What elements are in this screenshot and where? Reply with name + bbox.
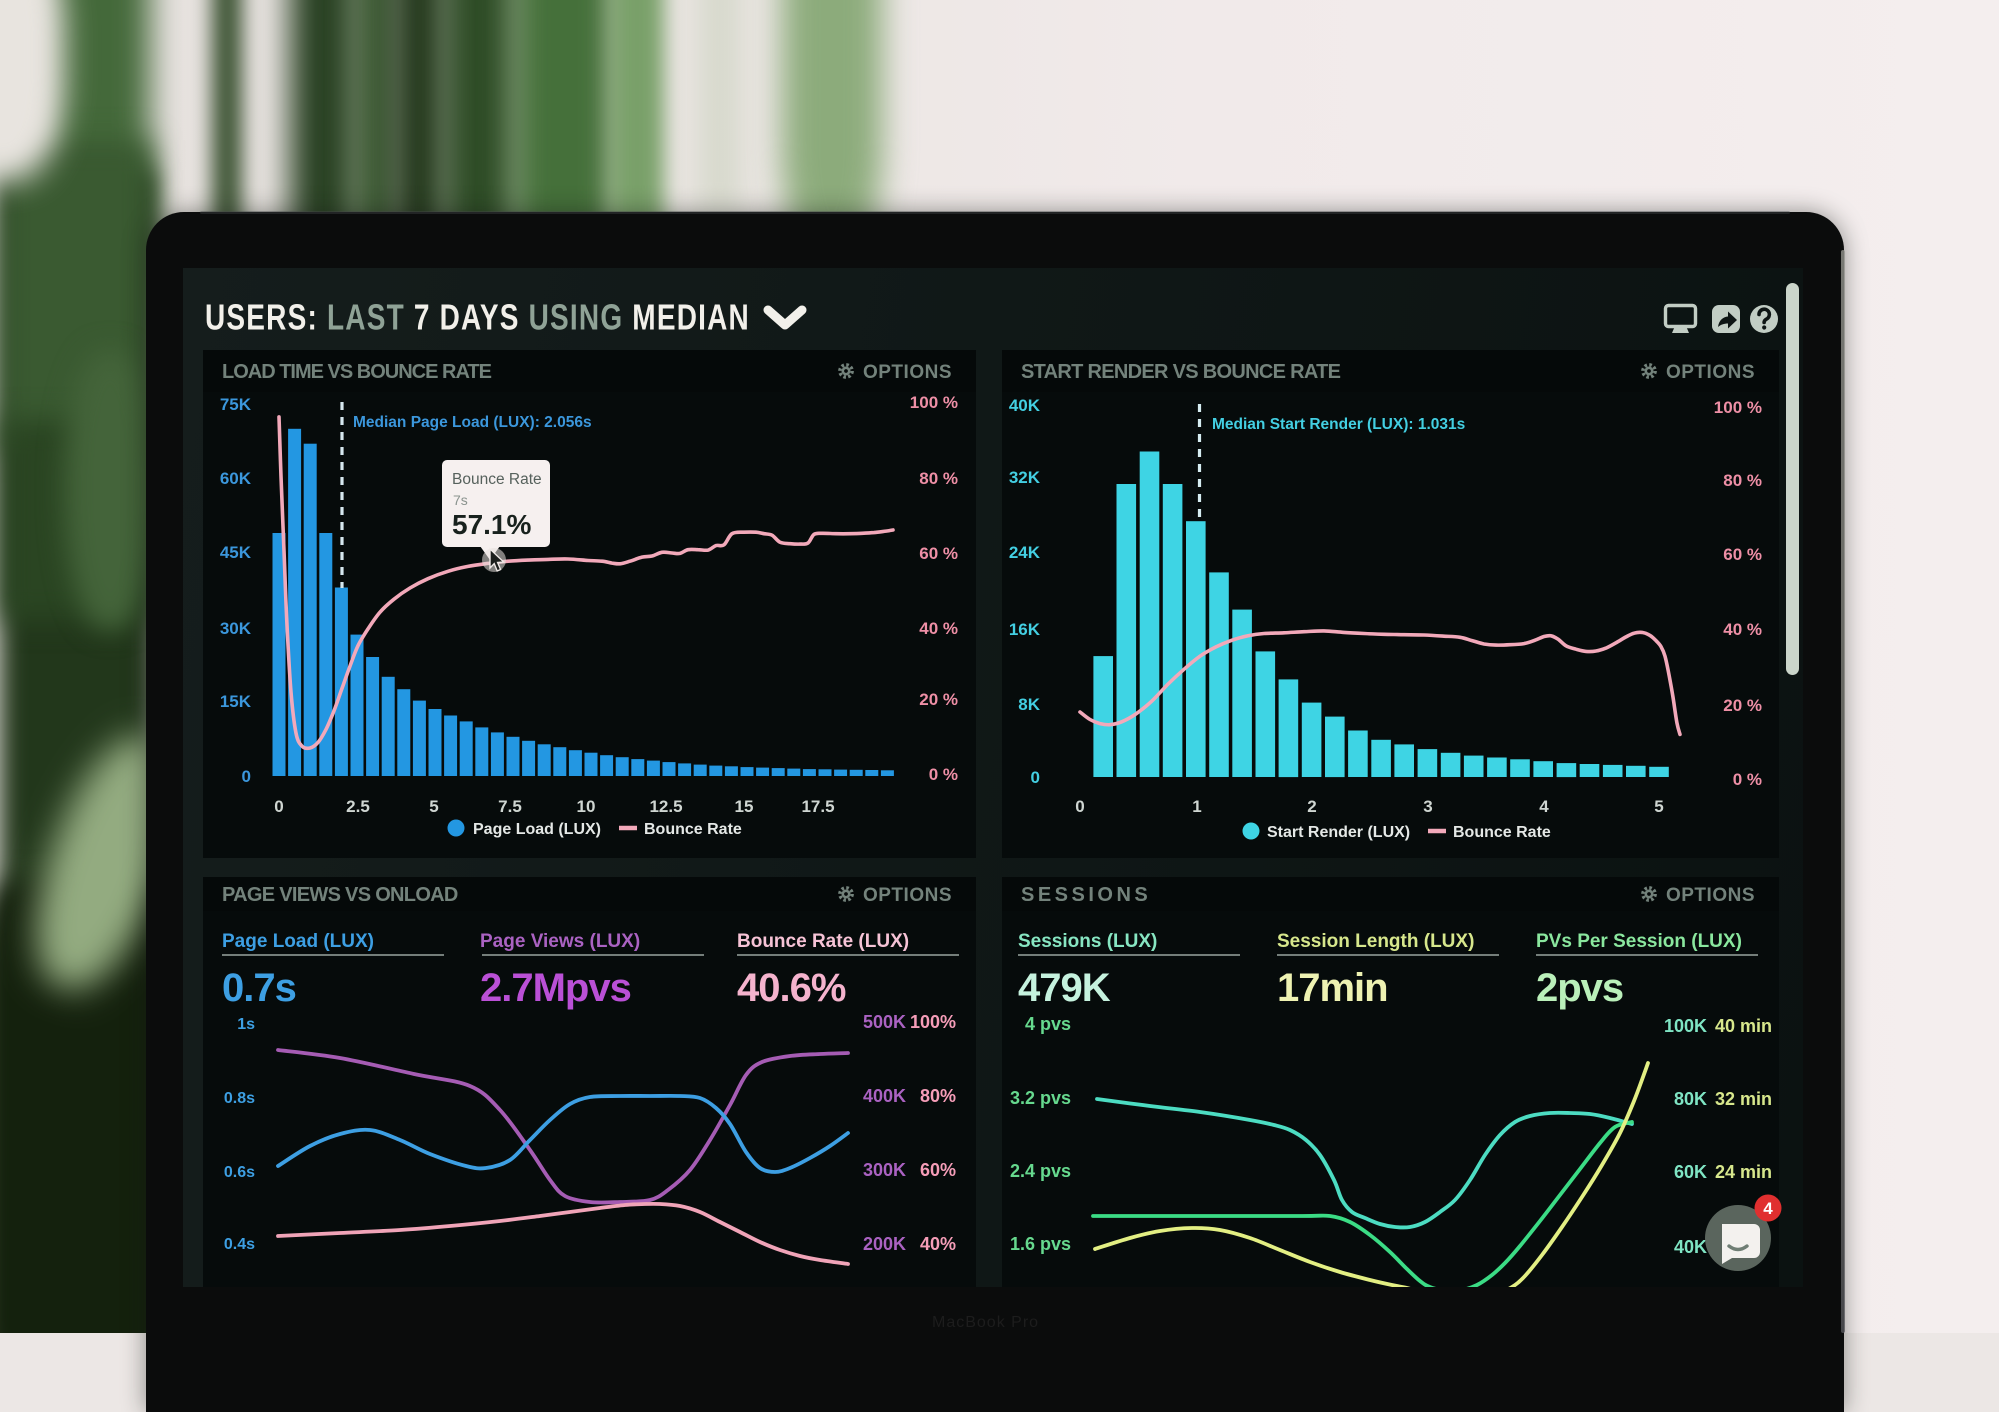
svg-text:0.7s: 0.7s [222, 966, 296, 1010]
svg-text:4: 4 [1539, 797, 1549, 816]
svg-text:20 %: 20 % [919, 690, 958, 709]
svg-text:OPTIONS: OPTIONS [1666, 885, 1755, 906]
svg-text:Page Views (LUX): Page Views (LUX) [480, 931, 640, 952]
svg-text:2.7Mpvs: 2.7Mpvs [480, 966, 631, 1010]
svg-text:4: 4 [1763, 1199, 1773, 1218]
svg-text:OPTIONS: OPTIONS [863, 362, 952, 383]
svg-text:0: 0 [274, 797, 283, 816]
svg-text:3.2 pvs: 3.2 pvs [1010, 1088, 1071, 1108]
svg-text:80%: 80% [920, 1086, 956, 1106]
svg-text:Median Start Render (LUX): 1.0: Median Start Render (LUX): 1.031s [1212, 416, 1465, 433]
svg-text:80 %: 80 % [1723, 471, 1762, 490]
svg-text:2: 2 [1307, 797, 1316, 816]
svg-text:100%: 100% [910, 1012, 956, 1032]
svg-text:7.5: 7.5 [498, 797, 522, 816]
svg-text:32 min: 32 min [1715, 1089, 1772, 1109]
svg-text:75K: 75K [220, 395, 252, 414]
svg-text:Median Page Load (LUX): 2.056s: Median Page Load (LUX): 2.056s [353, 414, 592, 431]
svg-text:40 %: 40 % [919, 619, 958, 638]
svg-text:24 min: 24 min [1715, 1162, 1772, 1182]
svg-text:PVs Per Session (LUX): PVs Per Session (LUX) [1536, 931, 1742, 952]
svg-text:400K: 400K [863, 1086, 906, 1106]
svg-text:Page Load (LUX): Page Load (LUX) [473, 821, 601, 838]
svg-text:3: 3 [1423, 797, 1432, 816]
svg-text:479K: 479K [1018, 966, 1111, 1010]
svg-text:Bounce Rate: Bounce Rate [644, 821, 742, 838]
svg-text:15K: 15K [220, 692, 252, 711]
svg-text:5: 5 [429, 797, 438, 816]
svg-text:60 %: 60 % [919, 544, 958, 563]
svg-text:4 pvs: 4 pvs [1025, 1014, 1071, 1034]
svg-text:0: 0 [1031, 768, 1040, 787]
svg-text:Session Length (LUX): Session Length (LUX) [1277, 931, 1474, 952]
svg-text:5: 5 [1654, 797, 1663, 816]
svg-text:0 %: 0 % [1733, 770, 1762, 789]
svg-text:10: 10 [577, 797, 596, 816]
svg-text:0 %: 0 % [929, 765, 958, 784]
svg-text:12.5: 12.5 [649, 797, 682, 816]
svg-text:300K: 300K [863, 1160, 906, 1180]
svg-text:40K: 40K [1674, 1237, 1707, 1257]
svg-text:200K: 200K [863, 1234, 906, 1254]
svg-text:SESSIONS: SESSIONS [1021, 884, 1151, 906]
svg-text:Page Load (LUX): Page Load (LUX) [222, 931, 374, 952]
svg-text:17.5: 17.5 [801, 797, 834, 816]
svg-text:1: 1 [1192, 797, 1201, 816]
svg-text:32K: 32K [1009, 468, 1041, 487]
svg-text:7s: 7s [453, 492, 468, 508]
svg-text:20 %: 20 % [1723, 696, 1762, 715]
svg-text:40K: 40K [1009, 396, 1041, 415]
svg-text:LOAD TIME VS BOUNCE RATE: LOAD TIME VS BOUNCE RATE [222, 361, 492, 383]
svg-text:16K: 16K [1009, 620, 1041, 639]
svg-text:0.8s: 0.8s [224, 1090, 255, 1107]
svg-text:80K: 80K [1674, 1089, 1707, 1109]
svg-text:80 %: 80 % [919, 469, 958, 488]
svg-text:60%: 60% [920, 1160, 956, 1180]
svg-text:40%: 40% [920, 1234, 956, 1254]
svg-text:2.4 pvs: 2.4 pvs [1010, 1161, 1071, 1181]
svg-text:17min: 17min [1277, 966, 1388, 1010]
svg-text:1.6 pvs: 1.6 pvs [1010, 1234, 1071, 1254]
svg-text:2.5: 2.5 [346, 797, 370, 816]
svg-text:100K: 100K [1664, 1016, 1707, 1036]
svg-text:Start Render (LUX): Start Render (LUX) [1267, 824, 1410, 841]
svg-text:OPTIONS: OPTIONS [1666, 362, 1755, 383]
svg-text:15: 15 [735, 797, 754, 816]
svg-text:0: 0 [242, 767, 251, 786]
svg-text:24K: 24K [1009, 543, 1041, 562]
svg-text:60 %: 60 % [1723, 545, 1762, 564]
svg-text:100 %: 100 % [1714, 398, 1762, 417]
svg-text:40 %: 40 % [1723, 620, 1762, 639]
svg-text:60K: 60K [1674, 1162, 1707, 1182]
svg-text:0: 0 [1075, 797, 1084, 816]
svg-text:Bounce Rate: Bounce Rate [452, 471, 542, 488]
svg-text:500K: 500K [863, 1012, 906, 1032]
svg-text:START RENDER VS BOUNCE RATE: START RENDER VS BOUNCE RATE [1021, 361, 1341, 383]
svg-text:45K: 45K [220, 543, 252, 562]
svg-text:PAGE VIEWS VS ONLOAD: PAGE VIEWS VS ONLOAD [222, 884, 458, 906]
svg-text:Bounce Rate: Bounce Rate [1453, 824, 1551, 841]
svg-text:60K: 60K [220, 469, 252, 488]
svg-text:1s: 1s [237, 1016, 255, 1033]
svg-text:Bounce Rate (LUX): Bounce Rate (LUX) [737, 931, 909, 952]
svg-text:30K: 30K [220, 619, 252, 638]
svg-text:Sessions (LUX): Sessions (LUX) [1018, 931, 1157, 952]
svg-text:40 min: 40 min [1715, 1016, 1772, 1036]
svg-text:100 %: 100 % [910, 393, 958, 412]
svg-text:0.4s: 0.4s [224, 1236, 255, 1253]
svg-text:0.6s: 0.6s [224, 1164, 255, 1181]
svg-text:40.6%: 40.6% [737, 966, 846, 1010]
svg-text:57.1%: 57.1% [452, 509, 531, 540]
svg-text:2pvs: 2pvs [1536, 966, 1623, 1010]
svg-text:8K: 8K [1018, 695, 1040, 714]
svg-text:OPTIONS: OPTIONS [863, 885, 952, 906]
